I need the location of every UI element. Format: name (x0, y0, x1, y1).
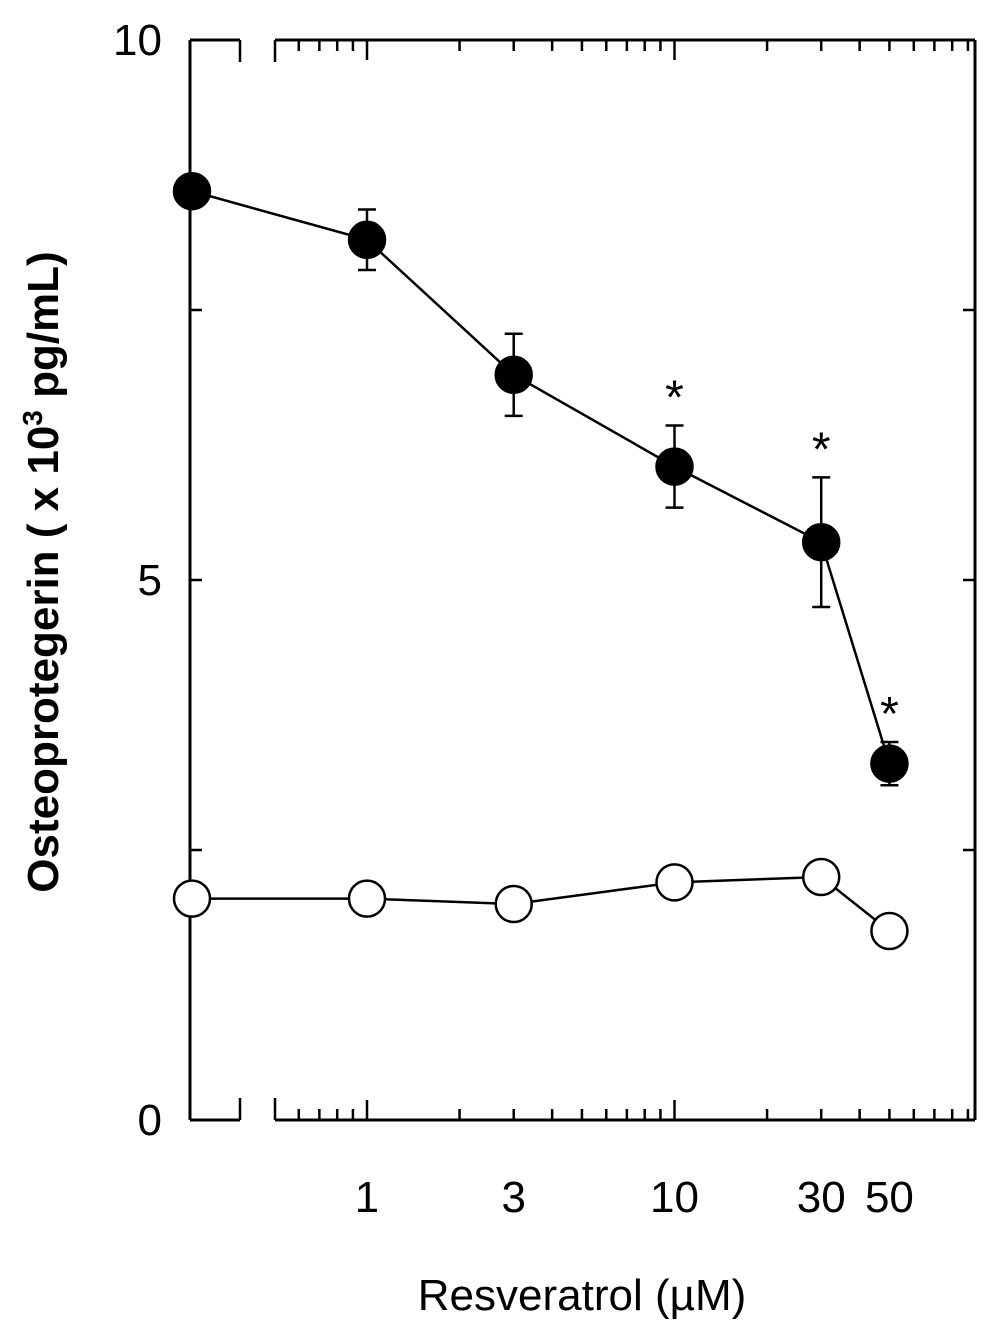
y-axis-title: Osteoprotegerin ( x 103 pg/mL) (17, 251, 68, 892)
data-point (494, 884, 533, 924)
data-point (870, 911, 909, 951)
data-point (801, 857, 841, 897)
y-ticks: 0 5 10 (113, 16, 975, 1145)
x-axis-title: Resveratrol (µM) (418, 1271, 747, 1320)
series-1: * * * (172, 171, 909, 787)
y-axis-title-exponent: 3 (17, 410, 48, 426)
y-axis-title-main: Osteoprotegerin ( x 10 (19, 426, 68, 893)
series-line (192, 875, 891, 932)
y-axis-title-unit: pg/mL) (19, 251, 68, 410)
series-layer: * * * (172, 171, 909, 951)
data-point (172, 171, 212, 211)
significance-marker: * (812, 423, 831, 476)
series-line (191, 189, 891, 764)
significance-marker: * (665, 372, 684, 425)
data-point (172, 879, 212, 918)
y-tick-label: 10 (113, 16, 162, 65)
x-tick-label: 3 (501, 1173, 525, 1222)
data-point (801, 522, 841, 562)
data-point (870, 744, 909, 783)
data-point (347, 220, 387, 260)
x-ticks: 1 3 10 30 50 (297, 40, 970, 1222)
axes (188, 38, 977, 1122)
x-tick-label: 50 (865, 1173, 914, 1222)
data-point (655, 447, 694, 486)
y-tick-label: 5 (138, 556, 162, 605)
data-point (655, 863, 694, 902)
x-tick-label: 30 (797, 1173, 846, 1222)
data-point (494, 355, 533, 395)
x-tick-label: 10 (650, 1173, 699, 1222)
data-point (347, 879, 387, 918)
significance-marker: * (880, 688, 899, 741)
x-tick-label: 1 (355, 1173, 379, 1222)
series-2 (172, 857, 909, 951)
y-tick-label: 0 (138, 1096, 162, 1145)
